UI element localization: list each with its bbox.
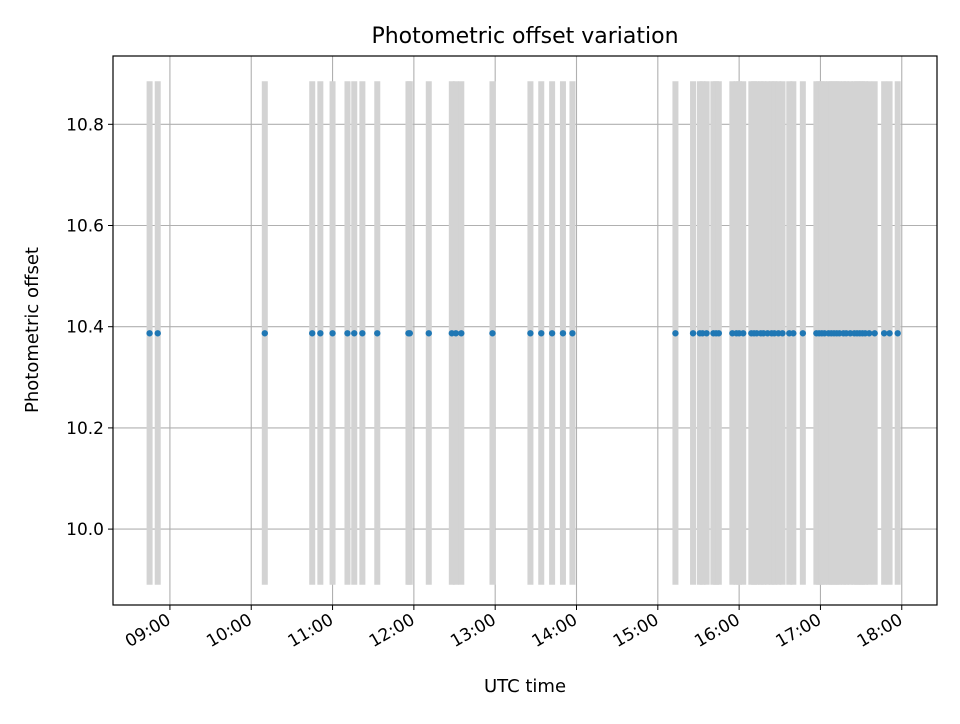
data-point (261, 330, 268, 337)
data-point (689, 330, 697, 337)
data-point (344, 330, 351, 337)
data-point (569, 330, 576, 337)
y-tick-label: 10.2 (66, 419, 104, 439)
data-point (559, 330, 567, 337)
data-points (146, 330, 901, 337)
data-point (538, 330, 545, 337)
data-point (329, 330, 336, 337)
y-tick-label: 10.4 (66, 318, 104, 338)
data-point (458, 330, 465, 337)
y-axis-ticks: 10.0 10.2 10.4 10.6 10.8 (66, 115, 113, 540)
data-point (425, 330, 432, 337)
data-point (146, 330, 153, 337)
y-axis-label: Photometric offset (22, 247, 43, 413)
data-point (779, 330, 786, 337)
data-point (489, 330, 496, 337)
data-point (866, 330, 873, 337)
y-tick-label: 10.6 (66, 217, 104, 237)
data-point (406, 330, 414, 337)
y-tick-label: 10.0 (66, 520, 104, 540)
data-point (359, 330, 366, 337)
data-point (715, 330, 723, 337)
data-point (790, 330, 797, 337)
data-point (703, 330, 710, 337)
plot-frame (112, 55, 938, 606)
data-point (799, 330, 807, 337)
data-point (880, 330, 888, 337)
data-point (154, 330, 161, 337)
data-point (739, 330, 747, 337)
data-point (548, 330, 556, 337)
data-point (894, 330, 901, 337)
y-tick-label: 10.8 (66, 115, 104, 135)
plot-area (113, 56, 937, 605)
data-point (452, 330, 460, 337)
data-point (351, 330, 358, 337)
chart-title: Photometric offset variation (371, 24, 678, 49)
data-point (672, 330, 679, 337)
data-point (309, 330, 316, 337)
data-point (871, 330, 878, 337)
data-point (317, 330, 324, 337)
data-point (527, 330, 534, 337)
x-axis-label: UTC time (484, 676, 566, 697)
data-point (886, 330, 893, 337)
data-point (374, 330, 381, 337)
